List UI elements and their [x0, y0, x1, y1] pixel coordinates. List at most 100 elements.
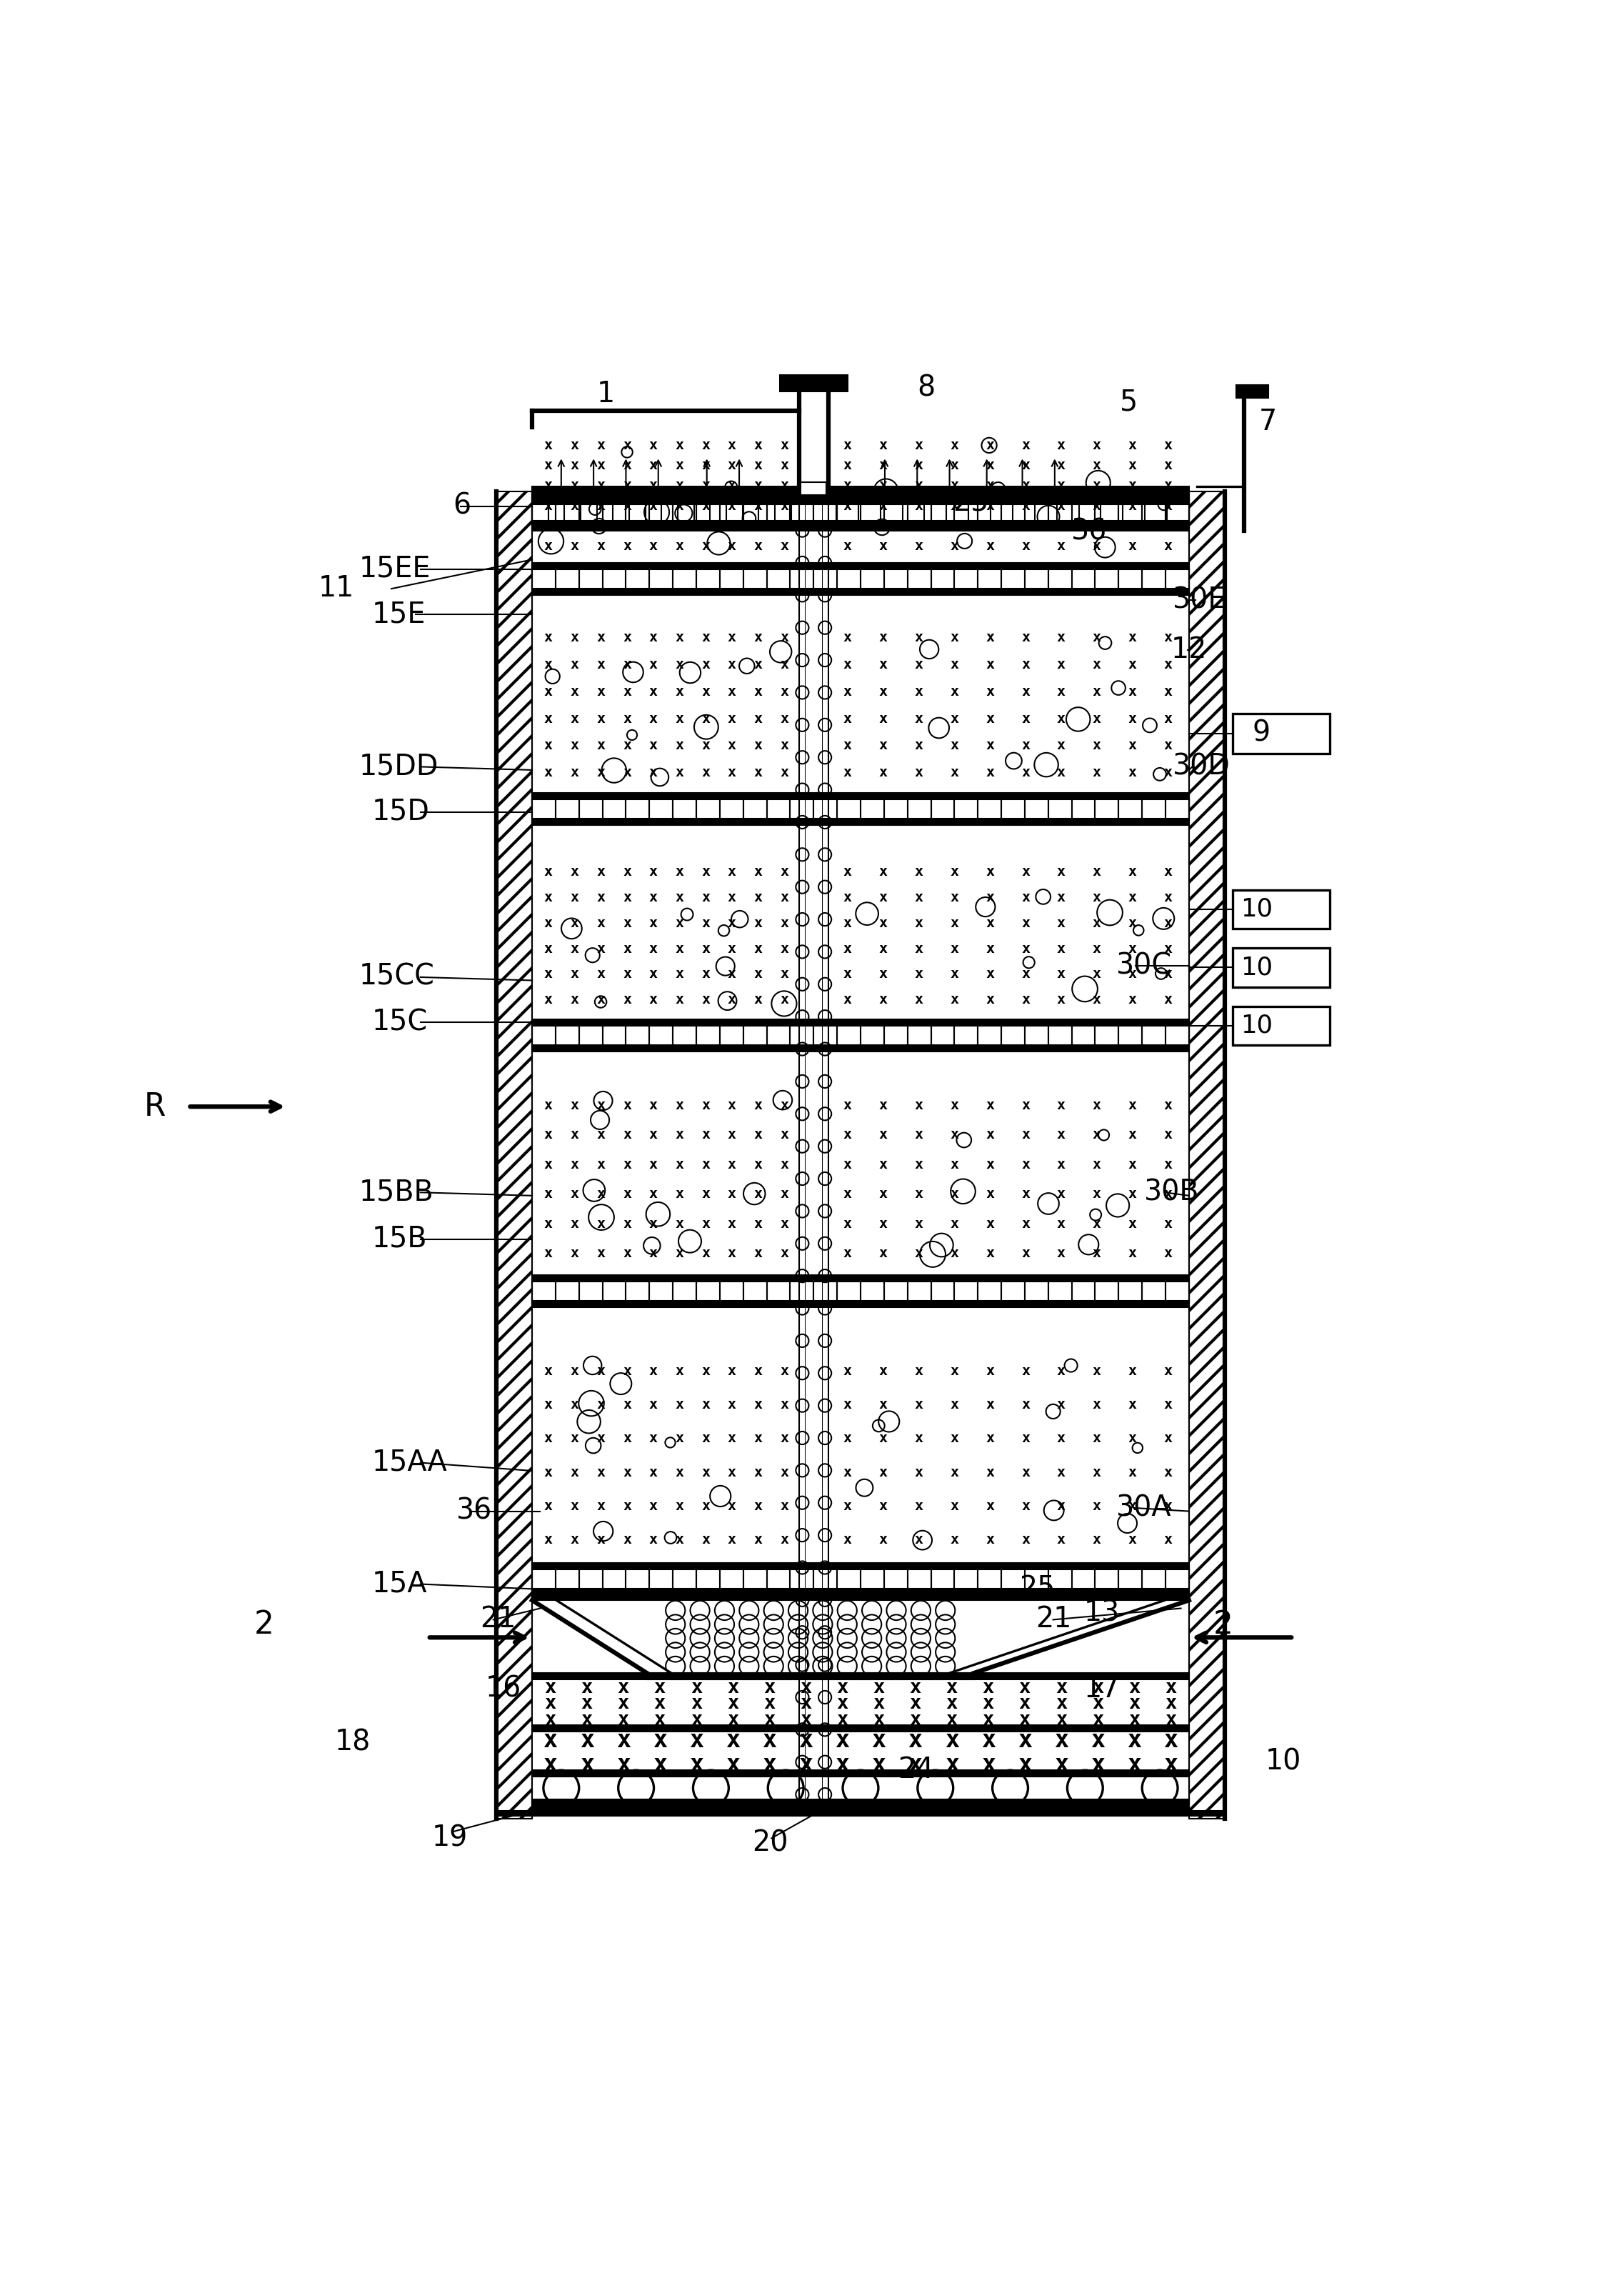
Text: x: x	[650, 866, 658, 879]
Text: x: x	[1129, 1499, 1137, 1513]
Text: x: x	[1093, 519, 1101, 533]
Text: x: x	[676, 437, 684, 451]
Text: x: x	[780, 631, 789, 645]
Text: x: x	[1163, 1752, 1177, 1777]
Text: x: x	[650, 1216, 658, 1230]
Text: x: x	[1164, 1433, 1173, 1444]
Text: R: R	[145, 1091, 166, 1123]
Text: x: x	[544, 1157, 552, 1171]
Text: x: x	[1164, 499, 1173, 513]
Text: 18: 18	[335, 1729, 370, 1756]
Text: x: x	[986, 658, 994, 672]
Text: x: x	[836, 1679, 848, 1697]
Text: x: x	[879, 738, 887, 752]
Text: x: x	[544, 499, 552, 513]
Text: x: x	[570, 1499, 578, 1513]
Text: x: x	[843, 713, 853, 724]
Text: x: x	[728, 1465, 736, 1478]
Text: x: x	[676, 713, 684, 724]
Text: x: x	[1057, 1098, 1065, 1112]
Text: x: x	[754, 1187, 762, 1201]
Text: x: x	[650, 1433, 658, 1444]
Text: x: x	[986, 1533, 994, 1547]
Text: x: x	[728, 713, 736, 724]
Text: x: x	[702, 1187, 710, 1201]
Text: x: x	[1021, 686, 1030, 699]
Text: x: x	[950, 658, 958, 672]
Text: 2: 2	[1213, 1608, 1233, 1640]
Text: x: x	[914, 1246, 922, 1260]
Text: x: x	[780, 519, 789, 533]
Text: x: x	[622, 993, 632, 1007]
Text: x: x	[1129, 478, 1137, 492]
Text: x: x	[1057, 713, 1065, 724]
Bar	[533, 522, 1189, 526]
Text: x: x	[914, 713, 922, 724]
Text: x: x	[1021, 519, 1030, 533]
Text: x: x	[702, 993, 710, 1007]
Text: x: x	[1056, 1679, 1067, 1697]
Text: x: x	[914, 1216, 922, 1230]
Text: x: x	[754, 866, 762, 879]
Text: x: x	[950, 686, 958, 699]
Text: x: x	[1021, 916, 1030, 929]
Text: x: x	[950, 1533, 958, 1547]
Text: x: x	[879, 993, 887, 1007]
Text: x: x	[570, 916, 578, 929]
Text: x: x	[1021, 499, 1030, 513]
Text: x: x	[1021, 1465, 1030, 1478]
Text: x: x	[676, 993, 684, 1007]
Text: x: x	[914, 658, 922, 672]
Text: x: x	[622, 499, 632, 513]
Text: x: x	[950, 1399, 958, 1412]
Text: x: x	[835, 1729, 849, 1752]
Text: x: x	[676, 1216, 684, 1230]
Text: x: x	[879, 1433, 887, 1444]
Text: x: x	[1093, 891, 1101, 904]
Text: x: x	[986, 1499, 994, 1513]
Text: x: x	[879, 437, 887, 451]
Text: x: x	[544, 1399, 552, 1412]
Text: x: x	[622, 1465, 632, 1478]
Text: x: x	[581, 1711, 593, 1729]
Text: x: x	[702, 1246, 710, 1260]
Text: x: x	[1164, 738, 1173, 752]
Text: 13: 13	[1083, 1599, 1119, 1626]
Text: x: x	[650, 1399, 658, 1412]
Text: x: x	[690, 1679, 702, 1697]
Text: x: x	[1164, 631, 1173, 645]
Text: x: x	[780, 1533, 789, 1547]
Text: x: x	[1093, 765, 1101, 779]
Text: x: x	[702, 968, 710, 982]
Text: x: x	[702, 1433, 710, 1444]
Text: x: x	[879, 458, 887, 472]
Bar	[533, 570, 1189, 588]
Text: x: x	[544, 765, 552, 779]
Text: x: x	[676, 765, 684, 779]
Text: 10: 10	[1241, 1014, 1273, 1039]
Text: x: x	[544, 968, 552, 982]
Text: x: x	[596, 916, 606, 929]
Text: x: x	[650, 631, 658, 645]
Text: x: x	[879, 866, 887, 879]
Text: x: x	[1164, 1465, 1173, 1478]
Text: x: x	[1164, 1679, 1177, 1697]
Text: x: x	[986, 916, 994, 929]
Text: x: x	[1129, 891, 1137, 904]
Text: x: x	[843, 1098, 853, 1112]
Text: 9: 9	[1252, 720, 1270, 747]
Text: x: x	[986, 968, 994, 982]
Text: x: x	[1057, 458, 1065, 472]
Text: x: x	[780, 916, 789, 929]
Text: x: x	[702, 1157, 710, 1171]
Text: 30D: 30D	[1173, 752, 1231, 781]
Text: x: x	[676, 1399, 684, 1412]
Text: x: x	[950, 713, 958, 724]
Text: x: x	[1093, 1187, 1101, 1201]
Text: x: x	[780, 1246, 789, 1260]
Text: x: x	[702, 765, 710, 779]
Text: x: x	[650, 968, 658, 982]
Text: x: x	[1129, 519, 1137, 533]
Bar	[1233, 713, 1330, 754]
Text: x: x	[702, 1465, 710, 1478]
